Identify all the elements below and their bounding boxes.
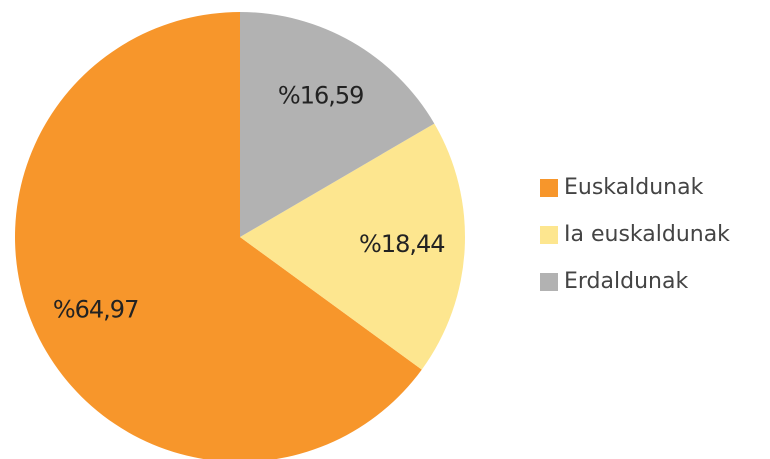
data-label: %18,44 bbox=[359, 230, 445, 258]
legend-swatch bbox=[540, 179, 558, 197]
legend-label: Euskaldunak bbox=[564, 175, 704, 200]
pie-slice bbox=[240, 12, 435, 237]
pie-slice bbox=[240, 123, 465, 370]
legend-label: Ia euskaldunak bbox=[564, 222, 730, 247]
data-label: %16,59 bbox=[278, 82, 364, 110]
data-label: %64,97 bbox=[53, 295, 139, 323]
legend-swatch bbox=[540, 273, 558, 291]
legend-swatch bbox=[540, 226, 558, 244]
pie-slice bbox=[15, 12, 422, 459]
legend-label: Erdaldunak bbox=[564, 269, 688, 294]
